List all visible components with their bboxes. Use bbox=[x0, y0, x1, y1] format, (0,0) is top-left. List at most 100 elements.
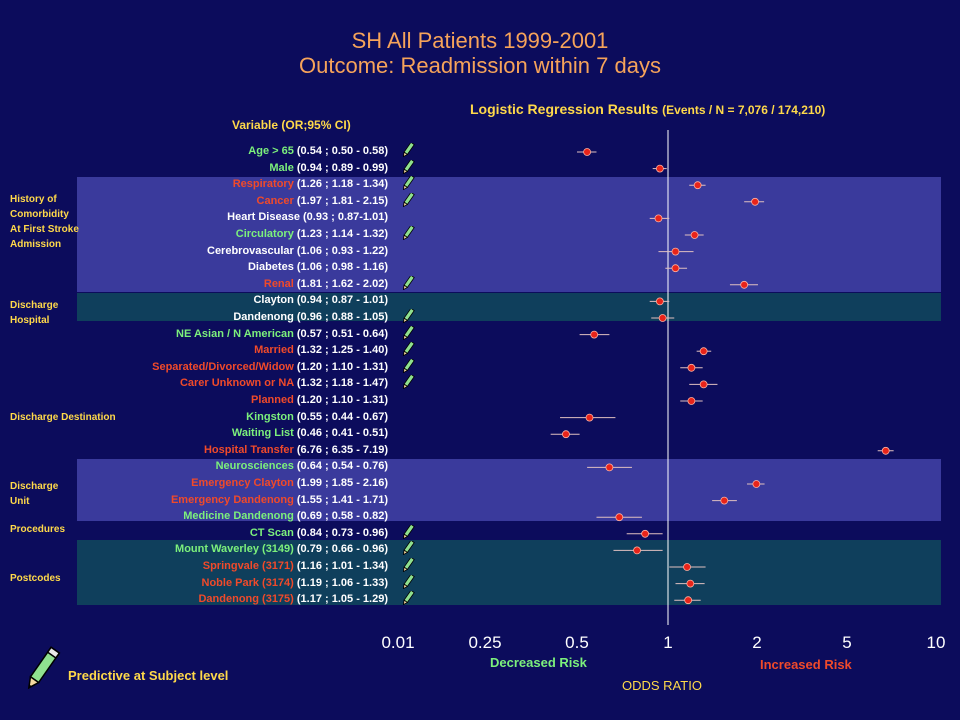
or-point bbox=[752, 480, 761, 488]
row-or-ci: (1.06 ; 0.98 - 1.16) bbox=[296, 261, 388, 274]
row-or-ci: (0.69 ; 0.58 - 0.82) bbox=[296, 510, 388, 523]
band-discharge-unit bbox=[77, 459, 941, 521]
pencil-icon bbox=[27, 646, 61, 690]
row-label: Married (1.32 ; 1.25 - 1.40) bbox=[254, 344, 388, 356]
x-tick-label: 0.01 bbox=[381, 633, 415, 652]
chart-title-line1: SH All Patients 1999-2001 bbox=[351, 28, 609, 53]
row-or-ci: (1.55 ; 1.41 - 1.71) bbox=[296, 493, 388, 506]
or-point bbox=[641, 529, 650, 538]
row-label: Planned (1.20 ; 1.10 - 1.31) bbox=[251, 394, 388, 406]
row-or-ci: (1.20 ; 1.10 - 1.31) bbox=[296, 394, 388, 406]
pencil-icon bbox=[401, 174, 415, 191]
row-label: Renal (1.81 ; 1.62 - 2.02) bbox=[264, 278, 388, 290]
pencil-icon bbox=[401, 556, 415, 573]
row-label: Noble Park (3174) (1.19 ; 1.06 - 1.33) bbox=[202, 577, 388, 589]
row-or-ci: (0.94 ; 0.89 - 0.99) bbox=[296, 161, 388, 174]
row-label: Kingston (0.55 ; 0.44 - 0.67) bbox=[246, 411, 388, 423]
row-or-ci: (0.96 ; 0.88 - 1.05) bbox=[296, 311, 388, 323]
row-or-ci: (0.79 ; 0.66 - 0.96) bbox=[296, 543, 388, 556]
pencil-icon bbox=[401, 191, 415, 208]
x-tick-label: 0.5 bbox=[565, 633, 589, 652]
row-label: Heart Disease (0.93 ; 0.87-1.01) bbox=[227, 211, 388, 223]
or-point bbox=[699, 347, 708, 356]
row-variable-name: Diabetes bbox=[247, 261, 297, 274]
row-variable-name: Heart Disease bbox=[227, 211, 303, 224]
or-point bbox=[686, 579, 695, 588]
or-point bbox=[585, 413, 594, 422]
row-or-ci: (1.97 ; 1.81 - 2.15) bbox=[296, 194, 388, 207]
row-label: Emergency Dandenong (1.55 ; 1.41 - 1.71) bbox=[171, 494, 388, 506]
group-label-discharge-unit: Discharge Unit bbox=[10, 481, 59, 507]
row-label: Medicine Dandenong (0.69 ; 0.58 - 0.82) bbox=[183, 510, 388, 522]
row-variable-name: Cerebrovascular bbox=[207, 244, 297, 257]
row-label: Diabetes (1.06 ; 0.98 - 1.16) bbox=[248, 261, 388, 273]
row-or-ci: (1.99 ; 1.85 - 2.16) bbox=[296, 477, 388, 489]
row-variable-name: Kingston bbox=[246, 410, 297, 423]
row-or-ci: (0.94 ; 0.87 - 1.01) bbox=[296, 294, 388, 307]
row-label: NE Asian / N American (0.57 ; 0.51 - 0.6… bbox=[176, 328, 388, 340]
or-point bbox=[690, 231, 699, 239]
row-variable-name: Neurosciences bbox=[215, 460, 297, 473]
row-or-ci: (1.06 ; 0.93 - 1.22) bbox=[296, 244, 388, 257]
row-or-ci: (0.54 ; 0.50 - 0.58) bbox=[296, 145, 388, 157]
pencil-icon bbox=[401, 274, 415, 291]
row-label: Respiratory (1.26 ; 1.18 - 1.34) bbox=[233, 178, 388, 190]
or-point bbox=[684, 596, 693, 605]
group-label-procedures: Procedures bbox=[10, 524, 66, 535]
group-label-postcodes: Postcodes bbox=[10, 573, 61, 584]
row-variable-name: Mount Waverley (3149) bbox=[175, 543, 297, 556]
row-variable-name: Dandenong (3175) bbox=[198, 593, 297, 606]
row-variable-name: NE Asian / N American bbox=[176, 327, 297, 340]
row-label: Carer Unknown or NA (1.32 ; 1.18 - 1.47) bbox=[180, 377, 388, 389]
chart-title-line2: Outcome: Readmission within 7 days bbox=[299, 53, 661, 78]
row-or-ci: (1.20 ; 1.10 - 1.31) bbox=[296, 360, 388, 373]
row-variable-name: Hospital Transfer bbox=[203, 443, 297, 456]
row-or-ci: (1.16 ; 1.01 - 1.34) bbox=[296, 560, 388, 572]
or-point bbox=[699, 380, 708, 389]
x-axis-label: ODDS RATIO bbox=[622, 678, 702, 693]
x-tick-label: 10 bbox=[926, 633, 946, 652]
row-label: Springvale (3171) (1.16 ; 1.01 - 1.34) bbox=[203, 560, 388, 572]
or-point bbox=[687, 397, 696, 405]
row-or-ci: (1.32 ; 1.25 - 1.40) bbox=[296, 344, 388, 357]
pencil-icon bbox=[401, 224, 415, 241]
row-or-ci: (1.26 ; 1.18 - 1.34) bbox=[296, 178, 388, 191]
row-variable-name: Married bbox=[254, 344, 297, 357]
row-variable-name: Male bbox=[269, 161, 297, 174]
row-label: Separated/Divorced/Widow (1.20 ; 1.10 - … bbox=[152, 361, 388, 373]
row-variable-name: CT Scan bbox=[249, 526, 297, 539]
row-or-ci: (1.32 ; 1.18 - 1.47) bbox=[296, 377, 388, 390]
row-label: Hospital Transfer (6.76 ; 6.35 - 7.19) bbox=[204, 444, 388, 456]
footer-legend-text: Predictive at Subject level bbox=[68, 668, 229, 683]
row-label: CT Scan (0.84 ; 0.73 - 0.96) bbox=[250, 527, 388, 539]
or-point bbox=[615, 513, 624, 522]
pencil-icon bbox=[401, 324, 415, 340]
group-label-discharge-destination: Discharge Destination bbox=[10, 412, 116, 423]
pencil-icon bbox=[401, 523, 415, 540]
or-point bbox=[671, 264, 680, 273]
row-or-ci: (6.76 ; 6.35 - 7.19) bbox=[296, 443, 388, 456]
variable-column-header: Variable (OR;95% CI) bbox=[232, 118, 351, 132]
pencil-icon bbox=[401, 307, 415, 324]
x-tick-label: 5 bbox=[842, 633, 852, 652]
pencil-icon bbox=[401, 357, 415, 374]
or-point bbox=[590, 330, 599, 339]
or-point bbox=[562, 430, 570, 439]
group-label-discharge-hospital: Discharge Hospital bbox=[10, 300, 59, 326]
band-comorbidity bbox=[77, 177, 941, 292]
band-discharge-hospital bbox=[77, 293, 941, 321]
row-label: Mount Waverley (3149) (0.79 ; 0.66 - 0.9… bbox=[175, 543, 388, 555]
band-postcodes bbox=[77, 540, 941, 605]
row-variable-name: Emergency Clayton bbox=[191, 477, 297, 489]
row-label: Male (0.94 ; 0.89 - 0.99) bbox=[269, 162, 388, 174]
row-variable-name: Waiting List bbox=[231, 427, 297, 440]
row-label: Dandenong (3175) (1.17 ; 1.05 - 1.29) bbox=[198, 593, 388, 605]
pencil-icon bbox=[401, 141, 415, 158]
or-point bbox=[633, 546, 641, 555]
or-point bbox=[881, 446, 890, 455]
or-point bbox=[687, 363, 696, 372]
row-variable-name: Cancer bbox=[256, 194, 297, 207]
row-variable-name: Medicine Dandenong bbox=[183, 510, 297, 523]
or-point bbox=[583, 148, 592, 156]
